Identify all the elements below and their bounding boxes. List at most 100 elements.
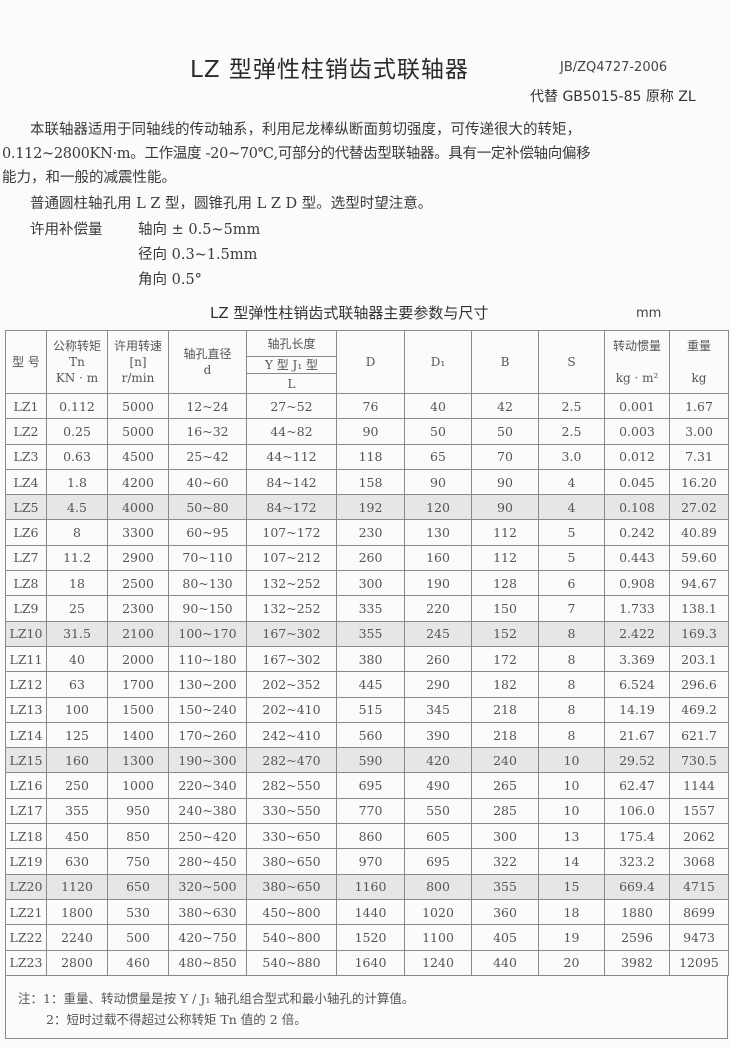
cell-inertia: 0.108 [604, 494, 670, 521]
compensation-radial: 径向 0.3~1.5mm [138, 247, 258, 263]
cell-speed: 500 [107, 924, 169, 951]
cell-D1: 800 [404, 873, 472, 900]
cell-length: 84~142 [246, 468, 337, 496]
cell-B: 440 [471, 949, 539, 976]
cell-D1: 90 [404, 468, 472, 496]
cell-D1: 605 [404, 823, 472, 850]
header-inertia: 转动惯量 kg · m² [604, 330, 670, 394]
table-row: LZ20 1120 650 320~500 380~650 1160 800 355 15 669… [5, 873, 729, 900]
cell-D: 970 [336, 848, 405, 875]
cell-D1: 130 [404, 519, 472, 546]
table-title: LZ 型弹性柱销齿式联轴器主要参数与尺寸 [210, 304, 489, 322]
cell-length: 132~252 [246, 595, 337, 622]
cell-B: 300 [471, 823, 539, 850]
cell-model: LZ6 [5, 519, 47, 546]
cell-inertia: 14.19 [604, 696, 670, 723]
cell-D1: 40 [404, 392, 472, 420]
cell-speed: 2100 [107, 620, 169, 647]
cell-torque: 11.2 [46, 544, 108, 572]
table-row: LZ9 25 2300 90~150 132~252 335 220 150 7 1.733 138… [5, 595, 729, 622]
cell-length: 107~212 [246, 544, 337, 572]
cell-inertia: 1880 [604, 898, 670, 926]
cell-weight: 12095 [669, 949, 729, 976]
cell-D1: 65 [404, 443, 472, 470]
cell-S: 7 [538, 595, 605, 622]
cell-inertia: 0.045 [604, 468, 670, 496]
cell-B: 265 [471, 772, 539, 799]
cell-torque: 25 [46, 595, 108, 622]
table-row: LZ2 0.25 5000 16~32 44~82 90 50 50 2.5 0.003 3.00 [5, 418, 729, 445]
cell-S: 4 [538, 468, 605, 496]
table-row: LZ17 355 950 240~380 330~550 770 550 285 10 106.0… [5, 797, 729, 825]
cell-inertia: 21.67 [604, 721, 670, 749]
compensation-angular: 角向 0.5° [138, 272, 202, 288]
cell-bore: 12~24 [168, 392, 247, 420]
cell-speed: 2500 [107, 570, 169, 597]
cell-bore: 80~130 [168, 570, 247, 597]
table-row: LZ22 2240 500 420~750 540~800 1520 1100 405 19 25… [5, 924, 729, 951]
cell-bore: 50~80 [168, 494, 247, 521]
cell-S: 10 [538, 772, 605, 799]
cell-B: 150 [471, 595, 539, 622]
header-weight: 重量 kg [669, 330, 729, 394]
cell-inertia: 3.369 [604, 645, 670, 673]
cell-D: 158 [336, 468, 405, 496]
cell-length: 44~82 [246, 418, 337, 445]
cell-speed: 850 [107, 823, 169, 850]
table-row: LZ12 63 1700 130~200 202~352 445 290 182 8 6.524 2… [5, 671, 729, 698]
cell-model: LZ2 [5, 418, 47, 445]
cell-bore: 40~60 [168, 468, 247, 496]
cell-length: 282~550 [246, 772, 337, 799]
cell-torque: 630 [46, 848, 108, 875]
cell-model: LZ1 [5, 392, 47, 420]
cell-D1: 120 [404, 494, 472, 521]
cell-model: LZ3 [5, 443, 47, 470]
cell-bore: 190~300 [168, 747, 247, 774]
cell-bore: 320~500 [168, 873, 247, 900]
cell-speed: 1300 [107, 747, 169, 774]
cell-D: 118 [336, 443, 405, 470]
header-speed: 许用转速 [n] r/min [107, 330, 169, 394]
cell-D1: 345 [404, 696, 472, 723]
cell-model: LZ14 [5, 721, 47, 749]
cell-torque: 8 [46, 519, 108, 546]
cell-bore: 220~340 [168, 772, 247, 799]
cell-D1: 260 [404, 645, 472, 673]
table-row: LZ16 250 1000 220~340 282~550 695 490 265 10 62.4… [5, 772, 729, 799]
cell-D1: 490 [404, 772, 472, 799]
cell-D1: 695 [404, 848, 472, 875]
table-row: LZ11 40 2000 110~180 167~302 380 260 172 8 3.369 2… [5, 645, 729, 673]
cell-B: 218 [471, 696, 539, 723]
cell-inertia: 106.0 [604, 797, 670, 825]
cell-model: LZ10 [5, 620, 47, 647]
cell-weight: 621.7 [669, 721, 729, 749]
cell-B: 355 [471, 873, 539, 900]
header-model: 型 号 [5, 330, 47, 394]
cell-inertia: 0.003 [604, 418, 670, 445]
cell-model: LZ16 [5, 772, 47, 799]
cell-torque: 2240 [46, 924, 108, 951]
notes: 注：1：重量、转动惯量是按 Y / J₁ 轴孔组合型式和最小轴孔的计算值。 2：… [5, 976, 728, 1039]
cell-torque: 1800 [46, 898, 108, 926]
header-length-types: Y 型 J₁ 型 [246, 356, 337, 374]
cell-speed: 5000 [107, 418, 169, 445]
cell-model: LZ19 [5, 848, 47, 875]
cell-bore: 16~32 [168, 418, 247, 445]
cell-D1: 420 [404, 747, 472, 774]
cell-D: 1160 [336, 873, 405, 900]
cell-B: 42 [471, 392, 539, 420]
cell-weight: 9473 [669, 924, 729, 951]
cell-model: LZ13 [5, 696, 47, 723]
cell-weight: 94.67 [669, 570, 729, 597]
cell-bore: 25~42 [168, 443, 247, 470]
table-row: LZ23 2800 460 480~850 540~880 1640 1240 440 20 39… [5, 949, 729, 976]
cell-torque: 250 [46, 772, 108, 799]
cell-model: LZ18 [5, 823, 47, 850]
cell-S: 2.5 [538, 392, 605, 420]
note-2: 2：短时过载不得超过公称转矩 Tn 值的 2 倍。 [46, 1012, 307, 1027]
cell-B: 182 [471, 671, 539, 698]
cell-torque: 31.5 [46, 620, 108, 647]
cell-torque: 2800 [46, 949, 108, 976]
cell-S: 8 [538, 671, 605, 698]
table-header: 型 号 公称转矩 Tn KN · m 许用转速 [n] r/min 轴孔直径 d 轴孔长度… [5, 330, 729, 394]
